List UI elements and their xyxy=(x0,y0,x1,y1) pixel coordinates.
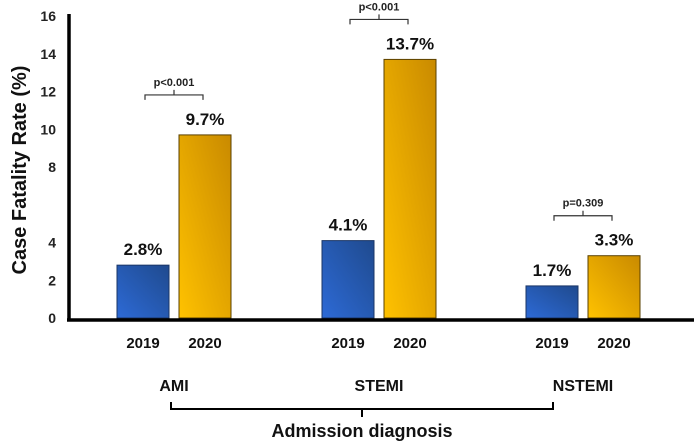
admission-bracket xyxy=(170,402,554,417)
x-tick-label-year: 2020 xyxy=(393,335,426,352)
data-label: 2.8% xyxy=(124,240,163,259)
data-label: 4.1% xyxy=(329,216,368,235)
y-tick-label: 16 xyxy=(40,8,56,24)
y-tick-label: 10 xyxy=(40,121,56,137)
bar-stemi-2020 xyxy=(383,58,437,319)
significance-bracket xyxy=(553,210,613,221)
y-tick-label: 12 xyxy=(40,84,56,100)
data-label: 13.7% xyxy=(386,34,434,53)
y-axis-label: Case Fatality Rate (%) xyxy=(9,66,31,275)
bar-ami-2019 xyxy=(116,264,170,319)
group-label-stemi: STEMI xyxy=(355,378,404,395)
x-tick-label-year: 2020 xyxy=(597,335,630,352)
y-tick-label: 2 xyxy=(48,272,56,288)
data-label: 9.7% xyxy=(186,110,225,129)
x-tick-label-year: 2019 xyxy=(331,335,364,352)
data-label: 3.3% xyxy=(595,231,634,250)
y-tick-label: 0 xyxy=(48,310,56,326)
p-value-label: p<0.001 xyxy=(359,1,400,13)
x-tick-label-year: 2019 xyxy=(126,335,159,352)
p-value-label: p=0.309 xyxy=(563,198,604,210)
p-value-label: p<0.001 xyxy=(154,77,195,89)
y-tick-label: 4 xyxy=(48,235,56,251)
group-label-nstemi: NSTEMI xyxy=(553,378,613,395)
significance-bracket xyxy=(349,14,409,25)
x-axis-label: Admission diagnosis xyxy=(271,421,452,441)
significance-bracket xyxy=(144,89,204,100)
group-label-ami: AMI xyxy=(159,378,188,395)
data-label: 1.7% xyxy=(533,261,572,280)
bar-ami-2020 xyxy=(178,134,232,319)
x-tick-label-year: 2019 xyxy=(535,335,568,352)
x-tick-label-year: 2020 xyxy=(188,335,221,352)
bar-nstemi-2020 xyxy=(587,255,641,319)
bar-nstemi-2019 xyxy=(525,285,579,319)
bar-stemi-2019 xyxy=(321,240,375,319)
y-tick-label: 14 xyxy=(40,46,56,62)
y-tick-label: 8 xyxy=(48,159,56,175)
